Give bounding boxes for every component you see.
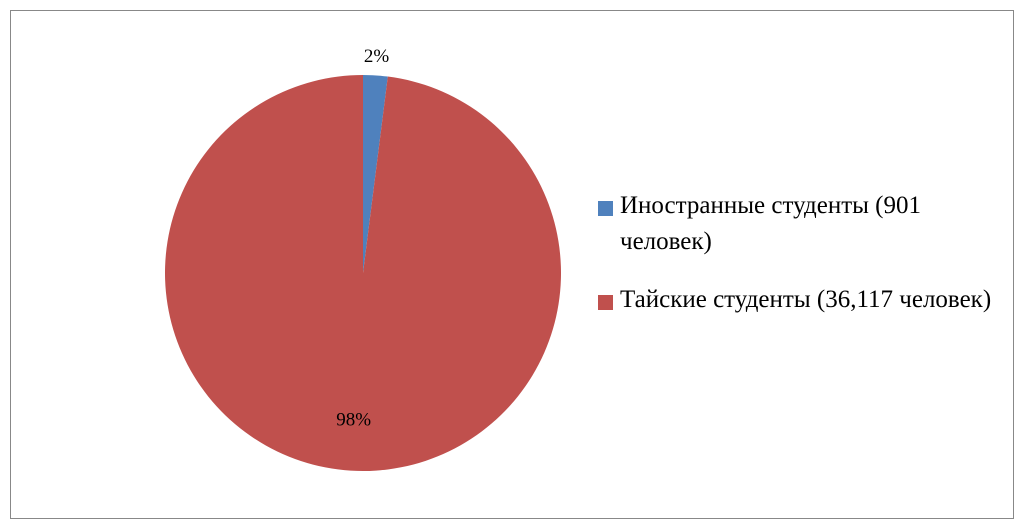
legend-swatch [598, 295, 613, 310]
legend-label: Иностранные студенты (901 человек) [620, 192, 921, 255]
pie-slice [165, 75, 561, 471]
legend-item: Тайские студенты (36,117 человек) [598, 282, 998, 318]
legend-item: Иностранные студенты (901 человек) [598, 188, 998, 260]
data-label: 2% [364, 46, 390, 67]
data-label: 98% [336, 410, 371, 431]
legend: Иностранные студенты (901 человек) Тайски… [598, 188, 998, 340]
legend-label: Тайские студенты (36,117 человек) [620, 286, 992, 313]
legend-swatch [598, 201, 613, 216]
pie-slice [363, 75, 388, 273]
